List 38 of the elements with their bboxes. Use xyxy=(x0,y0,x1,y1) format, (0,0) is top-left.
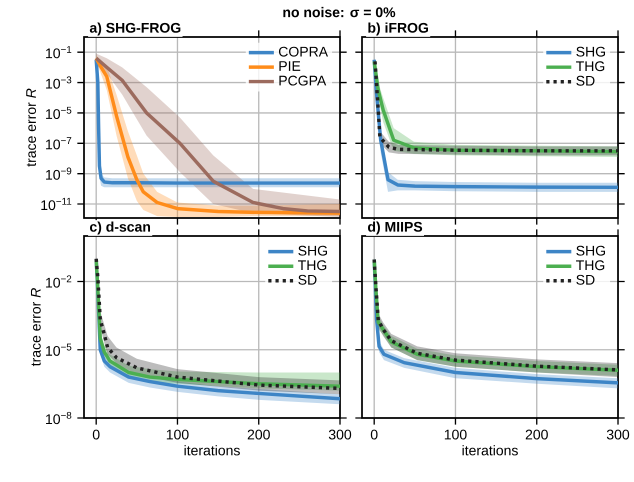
legend-label: COPRA xyxy=(278,46,328,57)
y-tick-label: 10$^{−7}$ xyxy=(46,137,72,150)
chart-title: b) iFROG xyxy=(368,22,428,36)
x-tick-label: 0 xyxy=(370,430,378,440)
x-tick-label: 300 xyxy=(328,430,352,440)
legend-label: THG xyxy=(576,260,604,270)
legend-label: SHG xyxy=(576,246,605,256)
chart-title: a) SHG-FROG xyxy=(90,22,180,36)
x-axis-title: iterations xyxy=(184,445,240,456)
legend-label: THG xyxy=(576,61,604,72)
legend-label: PIE xyxy=(279,61,300,71)
x-tick-label: 100 xyxy=(444,430,467,440)
legend-label: SHG xyxy=(298,246,327,256)
legend-label: SD xyxy=(576,274,594,285)
y-tick-label: 10$^{−2}$ xyxy=(46,275,72,288)
x-tick-label: 200 xyxy=(248,430,270,440)
legend-label: SD xyxy=(576,76,594,86)
y-tick-label: 10$^{−1}$ xyxy=(46,46,72,58)
chart-title: d) MIIPS xyxy=(368,221,422,235)
chart-title: c) d-scan xyxy=(90,221,150,235)
y-tick-label: 10$^{−9}$ xyxy=(46,168,72,180)
x-tick-label: 100 xyxy=(166,430,189,440)
y-tick-label: 10$^{−11}$ xyxy=(41,198,72,210)
x-axis-title: iterations xyxy=(462,445,518,456)
y-tick-label: 10$^{−5}$ xyxy=(46,344,72,356)
legend-label: SHG xyxy=(576,46,605,57)
y-tick-label: 10$^{−5}$ xyxy=(46,106,72,120)
y-axis-title: trace error R xyxy=(26,88,36,167)
x-tick-label: 200 xyxy=(526,430,548,440)
y-tick-label: 10$^{−8}$ xyxy=(46,412,72,424)
legend-label: SD xyxy=(298,274,316,285)
legend-label: PCGPA xyxy=(279,76,326,86)
legend-label: THG xyxy=(298,260,326,270)
text: no noise: σ = 0% xyxy=(283,6,396,18)
x-tick-label: 0 xyxy=(92,430,100,440)
x-tick-label: 300 xyxy=(606,430,630,440)
y-axis-title: trace error R xyxy=(30,288,41,366)
y-tick-label: 10$^{−3}$ xyxy=(46,76,72,89)
